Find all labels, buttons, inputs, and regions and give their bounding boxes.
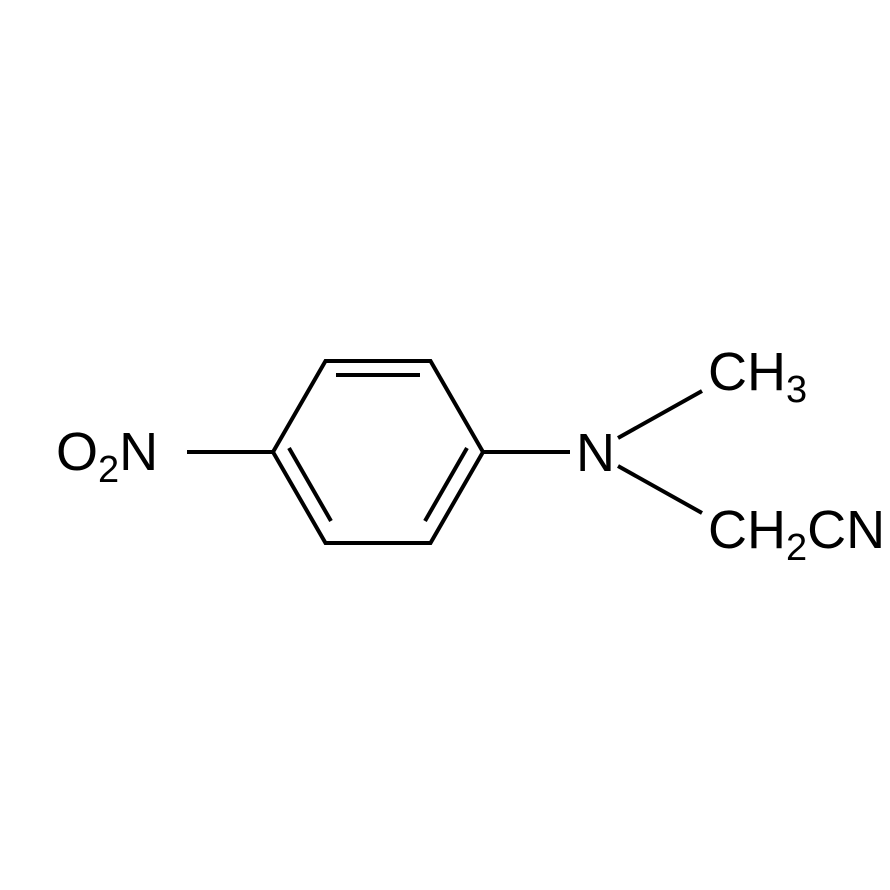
bond-N-CH2 [618, 466, 702, 513]
label-nitro: O2N [56, 422, 158, 491]
molecule-diagram: O2N N CH3 CH2CN [0, 0, 890, 890]
benzene-ring [273, 361, 483, 543]
label-amine-N: N [576, 423, 615, 483]
label-CH2CN: CH2CN [708, 500, 885, 569]
bond-N-CH3 [618, 391, 702, 438]
label-CH3: CH3 [708, 342, 807, 411]
